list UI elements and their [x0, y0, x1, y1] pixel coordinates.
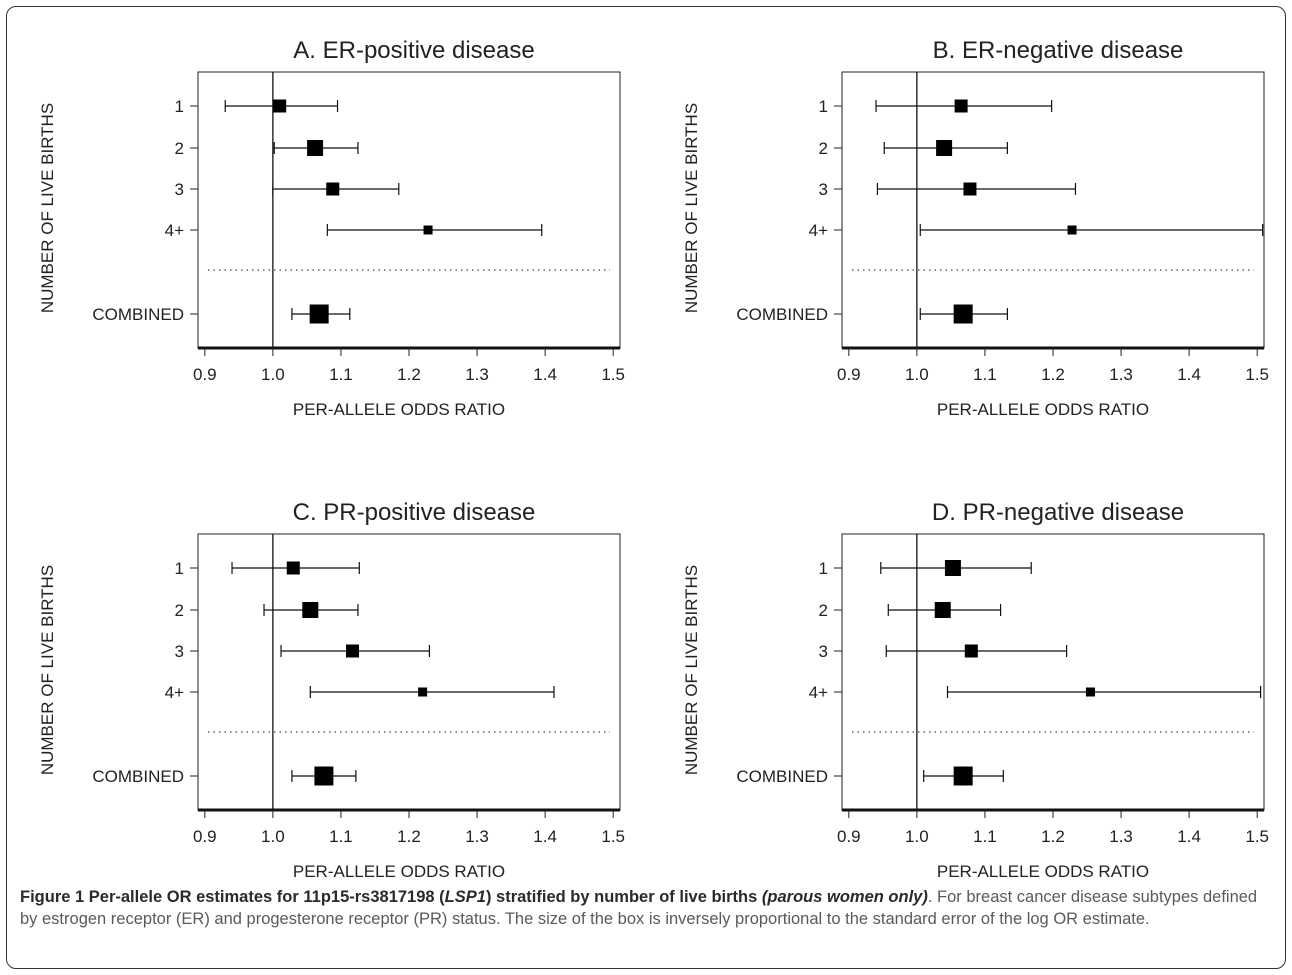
forest-panel-1: A. ER-positive disease 0.9 1.0 1.1 1.2 1.3 1.4… [38, 37, 625, 419]
caption-description: . For breast cancer disease subtypes def… [20, 888, 1258, 928]
x-tick-label: 1.2 [1041, 827, 1065, 846]
or-estimate-box [418, 687, 428, 697]
x-axis-label: PER-ALLELE ODDS RATIO [937, 862, 1149, 880]
x-tick-label: 1.0 [905, 827, 929, 846]
or-estimate-box [934, 602, 951, 618]
plot-frame [197, 71, 621, 349]
or-estimate-box [953, 304, 973, 324]
y-axis-label: NUMBER OF LIVE BIRTHS [38, 103, 57, 313]
caption-title-part2: ) stratified by number of live births [485, 888, 762, 906]
panel-title: D. PR-negative disease [932, 499, 1184, 526]
x-axis-label: PER-ALLELE ODDS RATIO [937, 400, 1149, 419]
x-tick-label: 1.5 [1245, 365, 1269, 384]
row-label: 2 [819, 601, 828, 620]
x-tick-label: 0.9 [837, 365, 861, 384]
or-estimate-box [286, 561, 300, 575]
row-label: 3 [175, 642, 184, 661]
caption-gene-name: LSP1 [444, 888, 486, 906]
x-tick-label: 0.9 [193, 365, 217, 384]
or-estimate-box [1067, 225, 1077, 235]
x-tick-label: 1.4 [1177, 365, 1201, 384]
plot-frame [841, 533, 1265, 811]
x-tick-label: 1.3 [465, 827, 489, 846]
forest-panel-2: B. ER-negative disease 0.9 1.0 1.1 1.2 1.3 1.4… [682, 37, 1269, 419]
or-estimate-box [307, 140, 324, 156]
caption-figure-label: Figure 1 [20, 888, 85, 906]
x-tick-label: 1.3 [465, 365, 489, 384]
x-tick-label: 0.9 [193, 827, 217, 846]
caption-title-part1: Per-allele OR estimates for 11p15-rs3817… [88, 888, 445, 906]
panel-title: A. ER-positive disease [293, 37, 534, 64]
row-label: 2 [175, 601, 184, 620]
row-label: COMBINED [92, 767, 184, 786]
or-estimate-box [273, 99, 287, 113]
row-label: 2 [175, 139, 184, 158]
x-tick-label: 0.9 [837, 827, 861, 846]
row-label: COMBINED [92, 305, 184, 324]
or-estimate-box [964, 644, 978, 658]
x-tick-label: 1.3 [1109, 365, 1133, 384]
row-label: 1 [175, 97, 184, 116]
or-estimate-box [954, 99, 968, 113]
x-tick-label: 1.4 [1177, 827, 1201, 846]
forest-panel-4: D. PR-negative disease 0.9 1.0 1.1 1.2 1.3 1.4… [682, 499, 1269, 880]
or-estimate-box [936, 140, 953, 156]
row-label: 4+ [809, 683, 828, 702]
row-label: 4+ [165, 683, 184, 702]
or-estimate-box [953, 766, 973, 786]
or-estimate-box [314, 766, 334, 786]
x-tick-label: 1.1 [973, 365, 997, 384]
or-estimate-box [963, 182, 977, 196]
panel-title: C. PR-positive disease [293, 499, 536, 526]
figure-panels: A. ER-positive disease 0.9 1.0 1.1 1.2 1.3 1.4… [38, 37, 1269, 880]
plot-frame [197, 533, 621, 811]
x-tick-label: 1.4 [533, 365, 557, 384]
x-tick-label: 1.2 [1041, 365, 1065, 384]
or-estimate-box [309, 304, 329, 324]
row-label: COMBINED [736, 767, 828, 786]
x-tick-label: 1.5 [601, 365, 625, 384]
x-tick-label: 1.0 [905, 365, 929, 384]
or-estimate-box [346, 644, 360, 658]
x-tick-label: 1.5 [601, 827, 625, 846]
y-axis-label: NUMBER OF LIVE BIRTHS [38, 565, 57, 775]
row-label: 2 [819, 139, 828, 158]
x-tick-label: 1.1 [329, 365, 353, 384]
x-tick-label: 1.1 [329, 827, 353, 846]
or-estimate-box [302, 602, 319, 618]
row-label: COMBINED [736, 305, 828, 324]
x-tick-label: 1.0 [261, 827, 285, 846]
plot-frame [841, 71, 1265, 349]
x-tick-label: 1.5 [1245, 827, 1269, 846]
row-label: 4+ [165, 221, 184, 240]
caption-title-part3: (parous women only) [761, 888, 928, 906]
or-estimate-box [1085, 687, 1095, 697]
row-label: 1 [819, 97, 828, 116]
row-label: 4+ [809, 221, 828, 240]
forest-panel-3: C. PR-positive disease 0.9 1.0 1.1 1.2 1.3 1.4… [38, 499, 625, 880]
x-tick-label: 1.2 [397, 365, 421, 384]
panel-title: B. ER-negative disease [933, 37, 1184, 64]
y-axis-label: NUMBER OF LIVE BIRTHS [682, 103, 701, 313]
row-label: 3 [819, 180, 828, 199]
row-label: 1 [819, 559, 828, 578]
or-estimate-box [944, 560, 961, 576]
x-tick-label: 1.2 [397, 827, 421, 846]
x-axis-label: PER-ALLELE ODDS RATIO [293, 862, 505, 880]
figure-caption: Figure 1 Per-allele OR estimates for 11p… [20, 886, 1275, 930]
x-tick-label: 1.1 [973, 827, 997, 846]
y-axis-label: NUMBER OF LIVE BIRTHS [682, 565, 701, 775]
or-estimate-box [423, 225, 433, 235]
row-label: 3 [175, 180, 184, 199]
x-axis-label: PER-ALLELE ODDS RATIO [293, 400, 505, 419]
row-label: 3 [819, 642, 828, 661]
x-tick-label: 1.0 [261, 365, 285, 384]
row-label: 1 [175, 559, 184, 578]
x-tick-label: 1.4 [533, 827, 557, 846]
x-tick-label: 1.3 [1109, 827, 1133, 846]
or-estimate-box [326, 182, 340, 196]
